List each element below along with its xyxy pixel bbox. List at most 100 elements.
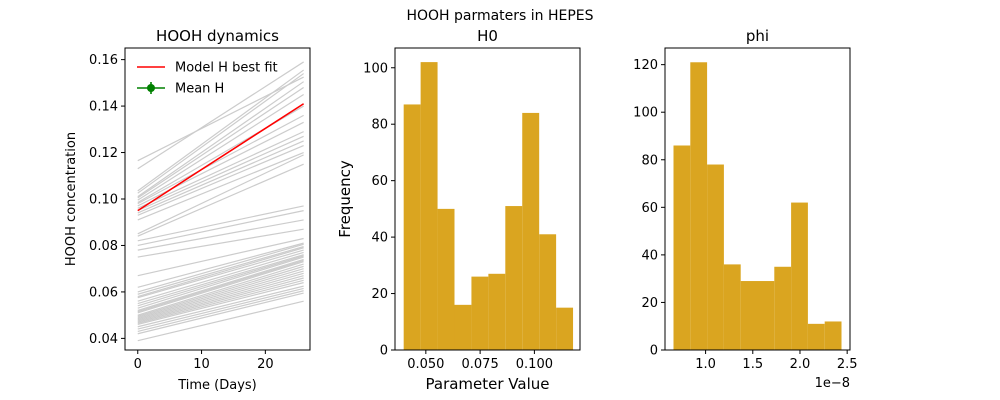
ensemble-line bbox=[137, 76, 304, 162]
histogram-bar bbox=[437, 208, 455, 350]
ensemble-line bbox=[137, 272, 304, 321]
legend-label-mean: Mean H bbox=[175, 82, 224, 97]
histogram-bar bbox=[673, 145, 691, 350]
ensemble-line bbox=[137, 210, 304, 247]
histogram-bar bbox=[454, 304, 472, 350]
ensemble-line bbox=[137, 151, 304, 221]
y-tick-label: 0.08 bbox=[89, 239, 118, 254]
y-tick-label: 0.04 bbox=[89, 332, 118, 347]
ensemble-line bbox=[137, 61, 304, 170]
histogram-bar bbox=[556, 307, 574, 350]
y-tick-label: 0.06 bbox=[89, 285, 118, 300]
ensemble-line bbox=[137, 237, 304, 277]
ensemble-line bbox=[137, 163, 304, 237]
histogram-bar bbox=[522, 112, 540, 350]
y-tick-label: 80 bbox=[371, 118, 388, 133]
ensemble-line bbox=[137, 255, 304, 307]
y-tick-label: 60 bbox=[371, 174, 388, 189]
ensemble-line bbox=[137, 259, 304, 313]
y-tick-label: 120 bbox=[633, 58, 658, 73]
y-axis-label: HOOH concentration bbox=[64, 132, 79, 266]
ensemble-line bbox=[137, 86, 304, 199]
ensemble-line bbox=[137, 154, 304, 235]
x-tick-label: 0.075 bbox=[462, 357, 499, 372]
histogram-bar bbox=[488, 273, 506, 350]
panel-3 bbox=[661, 47, 851, 354]
ensemble-line bbox=[137, 247, 304, 298]
panel-2 bbox=[391, 47, 581, 354]
ensemble-line bbox=[137, 246, 304, 295]
ensemble-line bbox=[137, 275, 304, 322]
y-tick-label: 60 bbox=[641, 201, 658, 216]
ensemble-line bbox=[137, 300, 304, 342]
panel-1 bbox=[121, 47, 311, 354]
histogram-bar bbox=[723, 264, 741, 350]
ensemble-line bbox=[137, 285, 304, 328]
histogram-bar bbox=[539, 234, 557, 350]
ensemble-line bbox=[137, 228, 304, 258]
x-tick-label: 1.0 bbox=[695, 357, 716, 372]
x-scale-offset-label: 1e−8 bbox=[815, 376, 850, 391]
ensemble-line bbox=[137, 279, 304, 324]
ensemble-line bbox=[137, 290, 304, 332]
x-tick-label: 0.050 bbox=[407, 357, 444, 372]
y-tick-label: 0.14 bbox=[89, 100, 118, 115]
x-tick-label: 0 bbox=[134, 357, 142, 372]
y-tick-label: 0.12 bbox=[89, 146, 118, 161]
y-tick-label: 0 bbox=[650, 344, 658, 359]
histogram-bar bbox=[757, 281, 775, 350]
histogram-bar bbox=[824, 321, 842, 350]
ensemble-line bbox=[137, 292, 304, 335]
histogram-bar bbox=[471, 276, 489, 350]
ensemble-line bbox=[137, 268, 304, 319]
x-tick-label: 2.5 bbox=[837, 357, 858, 372]
ensemble-line bbox=[137, 270, 304, 320]
ensemble-line bbox=[137, 219, 304, 251]
axes-frame bbox=[394, 47, 581, 351]
axes-frame bbox=[664, 47, 851, 351]
ensemble-line bbox=[137, 93, 304, 201]
ensemble-line bbox=[137, 265, 304, 317]
histogram-bar bbox=[740, 281, 758, 350]
histogram-bar bbox=[505, 206, 523, 350]
ensemble-line bbox=[137, 205, 304, 242]
x-axis-label: Parameter Value bbox=[426, 375, 550, 393]
histogram-bar bbox=[403, 104, 421, 350]
y-axis-label: Frequency bbox=[336, 160, 354, 238]
panel-title: HOOH dynamics bbox=[156, 27, 279, 45]
y-tick-label: 20 bbox=[641, 296, 658, 311]
ensemble-line bbox=[137, 249, 304, 299]
ensemble-line bbox=[137, 242, 304, 288]
ensemble-line bbox=[137, 135, 304, 212]
ensemble-line bbox=[137, 261, 304, 314]
ensemble-line bbox=[137, 140, 304, 214]
y-tick-label: 0.16 bbox=[89, 53, 118, 68]
legend-label-best-fit: Model H best fit bbox=[175, 61, 278, 76]
histogram-bar bbox=[690, 62, 708, 351]
x-tick-label: 0.100 bbox=[516, 357, 553, 372]
histogram-bar bbox=[791, 202, 808, 350]
best-fit-line bbox=[137, 103, 305, 212]
histogram-bar bbox=[420, 62, 438, 350]
ensemble-line bbox=[137, 131, 304, 209]
x-tick-label: 2.0 bbox=[790, 357, 811, 372]
ensemble-line bbox=[137, 263, 304, 316]
x-tick-label: 10 bbox=[193, 357, 210, 372]
x-tick-label: 20 bbox=[257, 357, 274, 372]
panel-title: phi bbox=[746, 27, 769, 45]
y-tick-label: 20 bbox=[371, 287, 388, 302]
ensemble-line bbox=[137, 81, 304, 198]
y-tick-label: 100 bbox=[363, 61, 388, 76]
ensemble-line bbox=[137, 114, 304, 205]
ensemble-line bbox=[137, 69, 304, 192]
ensemble-line bbox=[137, 256, 304, 309]
histogram-bar bbox=[774, 266, 792, 350]
figure-suptitle: HOOH parmaters in HEPES bbox=[406, 8, 593, 24]
y-tick-label: 0.10 bbox=[89, 193, 118, 208]
panel-title: H0 bbox=[477, 27, 498, 45]
ensemble-line bbox=[137, 277, 304, 323]
x-axis-label: Time (Days) bbox=[177, 378, 257, 393]
y-tick-label: 80 bbox=[641, 153, 658, 168]
y-tick-label: 100 bbox=[633, 106, 658, 121]
ensemble-line bbox=[137, 287, 304, 330]
